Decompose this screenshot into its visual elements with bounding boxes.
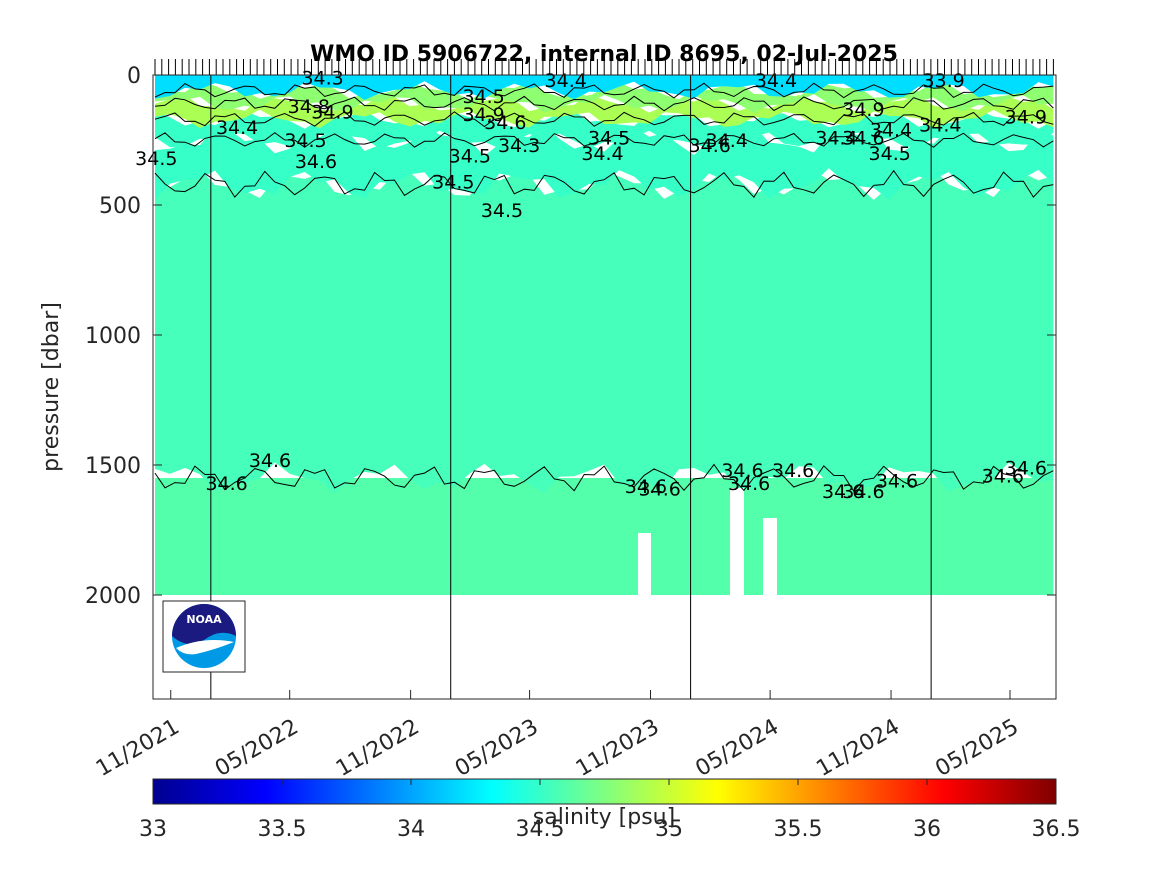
contour-label: 34.6 — [249, 450, 291, 472]
data-gap — [638, 533, 651, 599]
contour-label: 34.6 — [205, 473, 247, 495]
contour-label: 34.4 — [545, 70, 587, 92]
contour-label: 34.6 — [728, 473, 770, 495]
colorbar — [152, 778, 1057, 805]
data-gap — [730, 488, 744, 599]
contour-label: 34.5 — [432, 172, 474, 194]
salinity-layer — [155, 168, 1054, 494]
salinity-layer — [155, 75, 1054, 100]
salinity-field — [155, 75, 1054, 595]
contour-label: 34.6 — [982, 465, 1024, 487]
contour-label: 34.6 — [772, 460, 814, 482]
y-tick-label: 1500 — [85, 454, 141, 479]
contour-label: 34.4 — [706, 130, 748, 152]
colorbar-tick-label: 36 — [913, 817, 941, 842]
contour-label: 34.6 — [639, 478, 681, 500]
salinity-layer — [155, 81, 1054, 113]
contour-label: 34.9 — [462, 104, 504, 126]
contour-label: 34.5 — [481, 200, 523, 222]
contour-label: 34.6 — [295, 151, 337, 173]
contour-line — [154, 132, 1054, 148]
x-tick-label: 11/2022 — [332, 715, 424, 782]
contour-label: 34.5 — [284, 130, 326, 152]
contour-label: 33.9 — [922, 70, 964, 92]
contour-label: 34.3 — [498, 135, 540, 157]
colorbar-tick-label: 36.5 — [1032, 817, 1081, 842]
x-tick-label: 11/2024 — [812, 715, 904, 782]
y-tick-label: 0 — [127, 64, 141, 89]
contour-label: 34.6 — [842, 127, 884, 149]
contour-label: 34.4 — [919, 114, 961, 136]
x-tick-label: 05/2025 — [931, 715, 1023, 782]
contour-label: 34.6 — [689, 135, 731, 157]
colorbar-tick-label: 34 — [397, 817, 425, 842]
contour-label: 34.4 — [581, 143, 623, 165]
contour-line — [154, 169, 1054, 199]
y-axis-label: pressure [dbar] — [39, 302, 64, 472]
contour-label: 34.8 — [288, 96, 330, 118]
chart-title: WMO ID 5906722, internal ID 8695, 02-Jul… — [310, 42, 898, 67]
salinity-layer — [155, 478, 1054, 595]
colorbar-tick-label: 35 — [655, 817, 683, 842]
contour-label: 34.5 — [449, 146, 491, 168]
x-tick-label: 11/2023 — [572, 715, 664, 782]
contour-label: 34.6 — [822, 481, 864, 503]
contour-label: 34.9 — [311, 101, 353, 123]
x-tick-label: 11/2021 — [92, 715, 184, 782]
noaa-logo: NOAA — [162, 600, 246, 673]
contour-label: 34.9 — [1005, 107, 1047, 129]
contour-label: 34.4 — [870, 120, 912, 142]
colorbar-tick-label: 35.5 — [774, 817, 823, 842]
contour-line — [154, 111, 1054, 128]
contour-label: 34.6 — [721, 460, 763, 482]
x-tick-label: 05/2024 — [691, 715, 783, 782]
contour-label: 34.4 — [216, 117, 258, 139]
contour-label: 34.6 — [842, 481, 884, 503]
contour-line — [154, 95, 1054, 112]
axes-frame — [152, 74, 1057, 700]
logo-text: NOAA — [186, 613, 222, 626]
contour-label: 34.5 — [869, 143, 911, 165]
contour-line — [154, 463, 1054, 492]
contour-label: 34.4 — [815, 127, 857, 149]
contour-label: 34.4 — [755, 70, 797, 92]
y-tick-label: 1000 — [85, 324, 141, 349]
y-tick-label: 2000 — [85, 584, 141, 609]
colorbar-tick-label: 33.5 — [258, 817, 307, 842]
contour-label: 34.5 — [462, 86, 504, 108]
contour-label: 34.5 — [588, 127, 630, 149]
x-tick-label: 05/2023 — [451, 715, 543, 782]
salinity-layer — [155, 110, 1054, 149]
contour-label: 34.6 — [625, 476, 667, 498]
colorbar-tick-label: 33 — [139, 817, 167, 842]
colorbar-label: salinity [psu] — [533, 805, 675, 830]
data-gap — [763, 518, 777, 599]
y-tick-label: 500 — [99, 194, 141, 219]
contour-label: 34.9 — [842, 99, 884, 121]
contour-label: 34.5 — [135, 148, 177, 170]
contour-label: 34.6 — [1005, 458, 1047, 480]
contour-label: 34.6 — [876, 471, 918, 493]
contour-label: 34.6 — [484, 112, 526, 134]
x-tick-label: 05/2022 — [211, 715, 303, 782]
colorbar-tick-label: 34.5 — [516, 817, 565, 842]
contour-label: 34.3 — [301, 68, 343, 90]
contour-line — [154, 82, 1054, 99]
